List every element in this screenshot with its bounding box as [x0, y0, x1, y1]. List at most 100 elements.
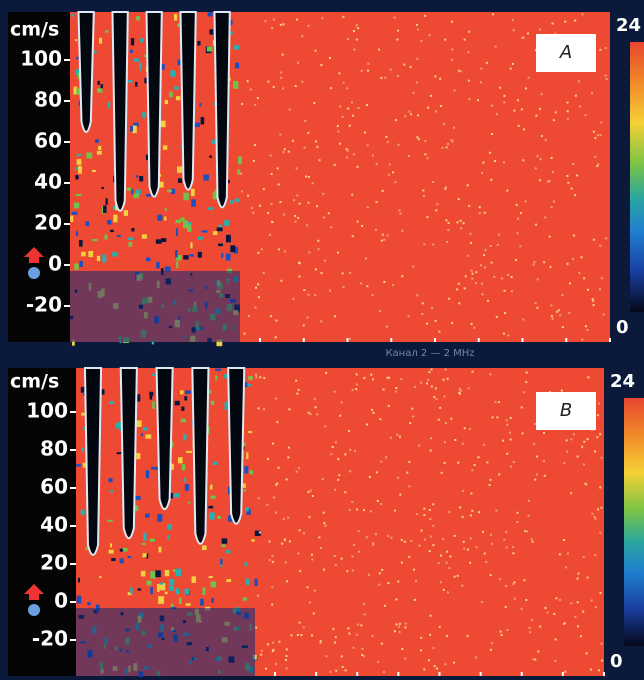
- speckle: [334, 642, 336, 644]
- baseline-band: [76, 608, 255, 676]
- speckle: [257, 252, 259, 254]
- spectral-noise: [230, 245, 235, 252]
- spectral-noise: [130, 50, 133, 53]
- speckle: [417, 28, 419, 30]
- speckle: [289, 108, 291, 110]
- speckle: [346, 148, 348, 150]
- speckle: [565, 566, 567, 568]
- speckle: [366, 423, 368, 425]
- speckle: [292, 140, 294, 142]
- speckle: [433, 396, 435, 398]
- speckle: [424, 15, 426, 17]
- speckle: [596, 436, 598, 438]
- spectral-noise: [145, 434, 151, 438]
- spectral-noise: [79, 261, 82, 267]
- spectral-noise: [99, 576, 101, 578]
- speckle: [319, 159, 321, 161]
- speckle: [293, 199, 295, 201]
- speckle: [583, 556, 585, 558]
- speckle: [413, 569, 415, 571]
- speckle: [261, 650, 263, 652]
- speckle: [278, 641, 280, 643]
- speckle: [363, 377, 365, 379]
- speckle: [322, 478, 324, 480]
- speckle: [501, 277, 503, 279]
- speckle: [424, 140, 426, 142]
- speckle: [443, 379, 445, 381]
- spectral-noise: [81, 510, 85, 515]
- speckle: [390, 537, 392, 539]
- spectral-noise: [175, 588, 179, 594]
- spectral-noise: [167, 190, 172, 193]
- speckle: [593, 131, 595, 133]
- speckle: [579, 105, 581, 107]
- speckle: [421, 313, 423, 315]
- spectral-noise: [79, 240, 83, 247]
- speckle: [587, 376, 589, 378]
- speckle: [329, 671, 331, 673]
- speckle: [335, 670, 337, 672]
- speckle: [278, 248, 280, 250]
- spectral-noise: [203, 174, 208, 180]
- speckle: [479, 212, 481, 214]
- spectral-noise: [170, 70, 176, 76]
- spectral-noise: [186, 603, 191, 606]
- speckle: [572, 163, 574, 165]
- speckle: [404, 626, 406, 628]
- speckle: [475, 271, 477, 273]
- speckle: [397, 477, 399, 479]
- speckle: [463, 548, 465, 550]
- speckle: [458, 283, 460, 285]
- speckle: [470, 242, 472, 244]
- speckle: [321, 272, 323, 274]
- speckle: [453, 90, 455, 92]
- spectral-noise: [161, 238, 166, 242]
- speckle: [298, 276, 300, 278]
- speckle: [379, 418, 381, 420]
- envelope-gap: [147, 12, 162, 197]
- speckle: [577, 601, 579, 603]
- spectral-noise: [192, 576, 196, 583]
- speckle: [254, 144, 256, 146]
- speckle: [308, 412, 310, 414]
- spectral-noise: [110, 543, 112, 547]
- speckle: [298, 389, 300, 391]
- spectral-noise: [197, 41, 200, 45]
- speckle: [484, 267, 486, 269]
- spectral-noise: [233, 81, 238, 89]
- speckle: [587, 289, 589, 291]
- spectral-noise: [128, 242, 132, 247]
- speckle: [438, 562, 440, 564]
- spectral-noise: [71, 14, 75, 17]
- envelope-gap: [181, 12, 196, 190]
- speckle: [449, 555, 451, 557]
- spectral-noise: [106, 198, 108, 205]
- scale-max: 24: [610, 371, 635, 392]
- spectral-noise: [135, 82, 137, 87]
- speckle: [540, 158, 542, 160]
- speckle: [366, 104, 368, 106]
- speckle: [467, 635, 469, 637]
- speckle: [251, 207, 253, 209]
- speckle: [283, 23, 285, 25]
- speckle: [373, 412, 375, 414]
- speckle: [363, 509, 365, 511]
- speckle: [481, 172, 483, 174]
- speckle: [535, 167, 537, 169]
- speckle: [273, 86, 275, 88]
- speckle: [581, 339, 583, 341]
- speckle: [439, 407, 441, 409]
- speckle: [314, 590, 316, 592]
- spectral-noise: [238, 157, 242, 165]
- panel-label: B: [560, 400, 572, 421]
- tick-label: 0: [54, 589, 68, 613]
- spectral-noise: [226, 579, 231, 582]
- speckle: [448, 298, 450, 300]
- speckle: [477, 99, 479, 101]
- speckle: [448, 511, 450, 513]
- speckle: [307, 202, 309, 204]
- speckle: [569, 282, 571, 284]
- speckle: [566, 175, 568, 177]
- speckle: [356, 38, 358, 40]
- speckle: [586, 652, 588, 654]
